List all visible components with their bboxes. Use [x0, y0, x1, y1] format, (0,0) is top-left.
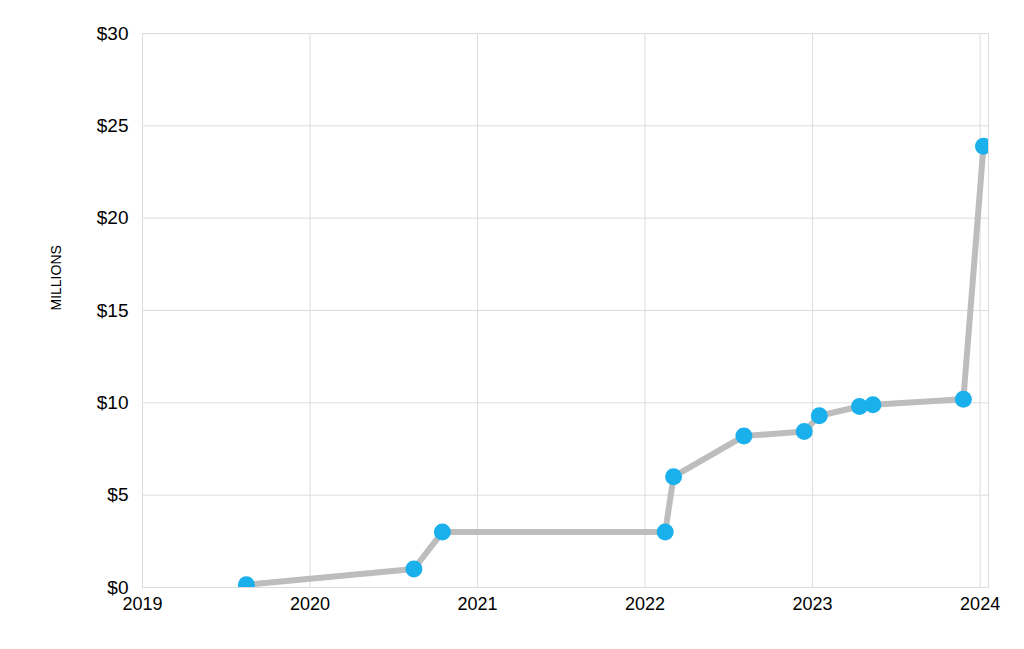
svg-text:2020: 2020 [290, 594, 330, 614]
svg-text:MILLIONS: MILLIONS [48, 245, 64, 310]
svg-text:$5: $5 [107, 484, 128, 505]
svg-text:2024: 2024 [960, 594, 1000, 614]
svg-text:$15: $15 [97, 300, 129, 321]
svg-text:2019: 2019 [122, 594, 163, 615]
svg-text:2023: 2023 [793, 594, 833, 614]
svg-text:$30: $30 [97, 23, 129, 44]
svg-text:2022: 2022 [625, 594, 665, 614]
svg-text:$20: $20 [97, 207, 129, 228]
svg-text:2021: 2021 [458, 594, 498, 614]
svg-text:$10: $10 [97, 392, 129, 413]
svg-text:$25: $25 [97, 115, 129, 136]
svg-text:$0: $0 [107, 577, 128, 598]
